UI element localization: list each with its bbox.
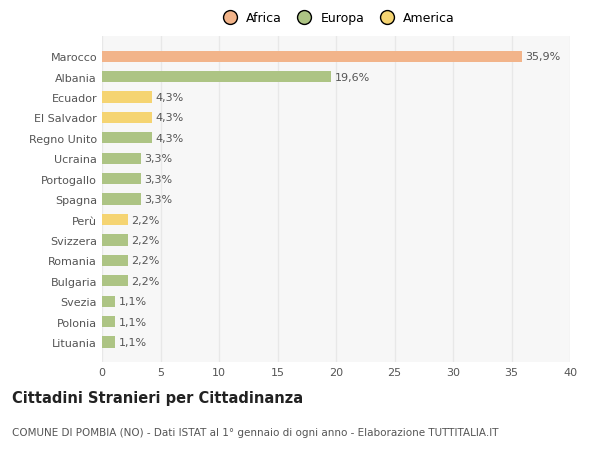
- Bar: [102, 72, 331, 83]
- Bar: [102, 235, 128, 246]
- Bar: [102, 194, 140, 205]
- Bar: [102, 51, 522, 63]
- Bar: [102, 255, 128, 266]
- Text: 4,3%: 4,3%: [156, 134, 184, 144]
- Bar: [102, 275, 128, 287]
- Text: 1,1%: 1,1%: [118, 337, 146, 347]
- Text: 19,6%: 19,6%: [335, 73, 370, 83]
- Text: 2,2%: 2,2%: [131, 215, 160, 225]
- Text: 2,2%: 2,2%: [131, 235, 160, 246]
- Text: COMUNE DI POMBIA (NO) - Dati ISTAT al 1° gennaio di ogni anno - Elaborazione TUT: COMUNE DI POMBIA (NO) - Dati ISTAT al 1°…: [12, 427, 499, 437]
- Bar: [102, 336, 115, 348]
- Bar: [102, 153, 140, 164]
- Text: 2,2%: 2,2%: [131, 276, 160, 286]
- Bar: [102, 174, 140, 185]
- Text: 1,1%: 1,1%: [118, 297, 146, 307]
- Text: 4,3%: 4,3%: [156, 113, 184, 123]
- Bar: [102, 92, 152, 103]
- Bar: [102, 316, 115, 327]
- Legend: Africa, Europa, America: Africa, Europa, America: [212, 7, 460, 30]
- Bar: [102, 214, 128, 226]
- Bar: [102, 296, 115, 307]
- Text: 35,9%: 35,9%: [526, 52, 561, 62]
- Text: 4,3%: 4,3%: [156, 93, 184, 103]
- Text: 3,3%: 3,3%: [144, 174, 172, 185]
- Text: 2,2%: 2,2%: [131, 256, 160, 266]
- Text: 3,3%: 3,3%: [144, 195, 172, 205]
- Text: 3,3%: 3,3%: [144, 154, 172, 164]
- Bar: [102, 133, 152, 144]
- Text: Cittadini Stranieri per Cittadinanza: Cittadini Stranieri per Cittadinanza: [12, 390, 303, 405]
- Text: 1,1%: 1,1%: [118, 317, 146, 327]
- Bar: [102, 112, 152, 124]
